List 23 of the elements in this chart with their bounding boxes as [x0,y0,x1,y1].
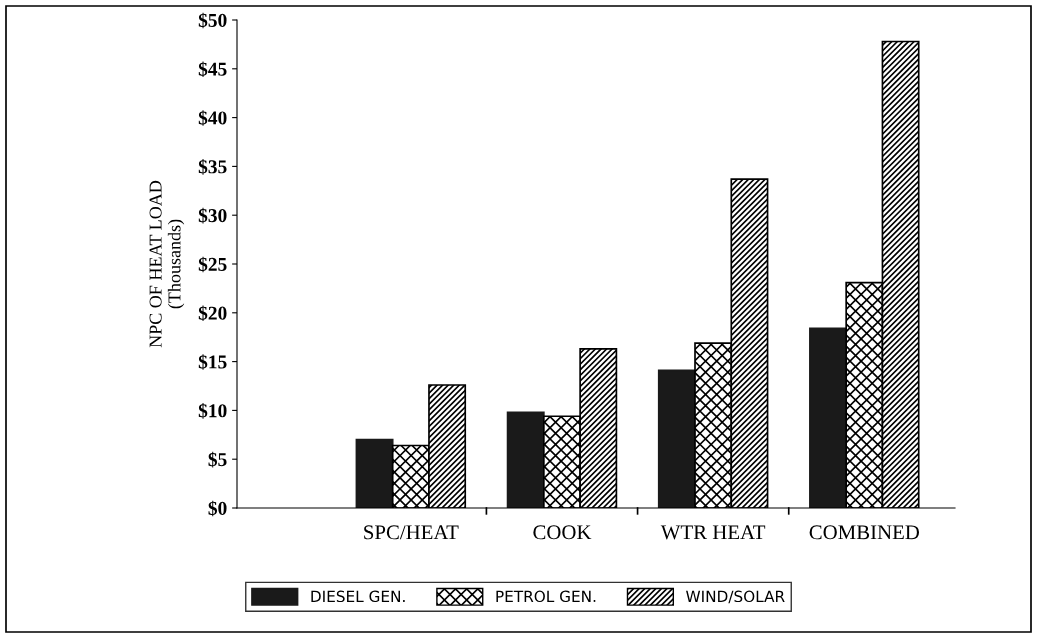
y-axis-title: NPC OF HEAT LOAD (Thousands) [149,180,185,348]
y-tick-label: $40 [198,110,227,126]
y-tick-label: $30 [198,207,227,224]
y-tick-label: $0 [208,500,227,517]
y-tick-label: $15 [198,354,227,370]
y-tick-label: $5 [208,451,227,468]
bar [809,327,848,508]
x-tick-label: SPC/HEAT [364,525,459,540]
y-tick-label: $35 [198,159,227,175]
x-tick-label: WTR HEAT [660,525,766,540]
bar [355,438,394,508]
legend-label: PETROL GEN. [496,590,596,603]
y-tick-label: $25 [198,256,227,273]
x-tick-label: COMBINED [809,525,920,540]
legend-label: DIESEL GEN. [311,590,405,603]
bar [657,369,696,508]
bar [506,411,545,508]
y-tick-label: $10 [198,403,227,419]
legend-label: WIND/SOLAR [686,590,785,604]
y-tick-label: $20 [198,305,227,322]
x-tick-label: COOK [533,525,592,540]
y-tick-label: $50 [198,12,227,29]
y-tick-label: $45 [198,61,227,78]
